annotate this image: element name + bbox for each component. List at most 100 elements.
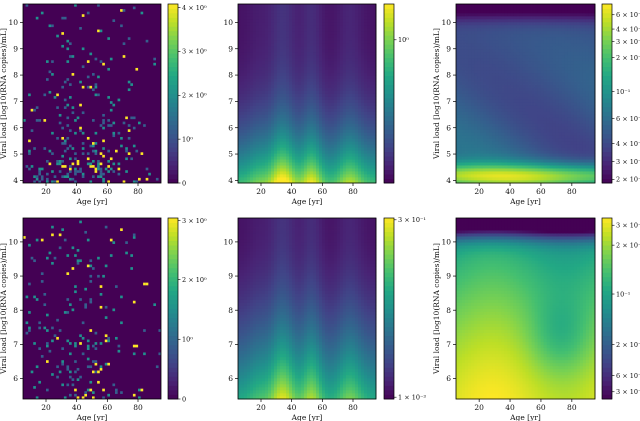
heat-cell xyxy=(355,57,359,62)
heat-cell xyxy=(367,9,371,14)
heat-cell xyxy=(244,132,248,136)
heat-cell xyxy=(465,87,469,91)
heat-cell xyxy=(498,33,502,38)
heat-cell xyxy=(292,180,296,184)
heat-cell xyxy=(477,117,481,121)
heat-cell xyxy=(313,39,317,44)
heat-cell xyxy=(358,72,362,76)
heat-cell xyxy=(537,165,542,169)
heat-cell xyxy=(343,57,347,62)
heat-cell xyxy=(319,30,323,35)
heat-cell xyxy=(361,18,365,23)
heat-cell xyxy=(307,126,311,130)
heat-cell xyxy=(534,153,538,157)
heat-cell xyxy=(346,21,350,26)
heat-cell xyxy=(331,102,335,106)
heat-cell xyxy=(531,162,535,166)
heat-cell xyxy=(462,39,466,44)
heat-cell xyxy=(456,93,460,97)
heat-cell xyxy=(322,165,326,169)
heat-cell xyxy=(301,168,305,172)
heat-cell xyxy=(543,33,548,38)
heat-cell xyxy=(325,18,329,23)
heat-cell xyxy=(507,69,511,74)
heat-cell xyxy=(534,87,538,91)
density-cell xyxy=(107,165,110,168)
heat-cell xyxy=(528,81,532,85)
heat-cell xyxy=(262,36,266,41)
heat-cell xyxy=(370,66,374,71)
heat-cell xyxy=(519,90,523,94)
heat-cell xyxy=(513,21,517,26)
heat-cell xyxy=(528,114,532,118)
heat-cell xyxy=(480,57,484,62)
heat-cell xyxy=(534,12,538,17)
heat-cell xyxy=(274,4,278,8)
heat-cell xyxy=(247,135,251,139)
heat-cell xyxy=(361,114,365,118)
heat-cell xyxy=(268,12,272,17)
heat-cell xyxy=(268,30,272,35)
heat-cell xyxy=(468,123,472,127)
heat-cell xyxy=(286,60,290,65)
heat-cell xyxy=(322,69,326,74)
heat-cell xyxy=(328,99,332,103)
heat-cell xyxy=(307,147,311,151)
heat-cell xyxy=(262,6,266,11)
heat-cell xyxy=(307,180,311,184)
density-cell xyxy=(89,52,93,56)
heat-cell xyxy=(304,48,308,53)
heat-cell xyxy=(367,42,371,47)
heat-cell xyxy=(301,84,305,88)
heat-cell xyxy=(459,87,463,91)
heat-cell xyxy=(334,99,338,103)
heat-cell xyxy=(295,93,299,97)
heat-cell xyxy=(349,120,353,124)
heat-cell xyxy=(316,168,320,172)
heat-cell xyxy=(462,105,466,109)
heat-cell xyxy=(286,96,290,100)
heat-cell xyxy=(250,150,254,154)
heat-cell xyxy=(474,138,478,142)
heat-cell xyxy=(492,36,496,41)
x-tick-label: 80 xyxy=(348,187,358,196)
heat-cell xyxy=(361,93,365,97)
density-cell xyxy=(86,152,90,155)
heat-cell xyxy=(241,69,245,74)
heat-cell xyxy=(349,174,353,178)
heat-cell xyxy=(316,9,320,14)
heat-cell xyxy=(534,15,538,20)
heat-cell xyxy=(370,177,374,181)
heat-cell xyxy=(238,159,242,163)
heat-cell xyxy=(355,78,359,82)
heat-cell xyxy=(319,180,323,184)
heat-cell xyxy=(528,93,532,97)
density-cell xyxy=(76,159,80,163)
heat-cell xyxy=(289,51,293,56)
heat-cell xyxy=(319,78,323,82)
heat-cell xyxy=(534,30,538,35)
heat-cell xyxy=(358,135,362,139)
heat-cell xyxy=(349,48,353,53)
heat-cell xyxy=(501,126,505,130)
heat-cell xyxy=(325,75,329,79)
heat-cell xyxy=(370,6,374,11)
colorbar-segment xyxy=(168,39,178,45)
heat-cell xyxy=(507,60,511,65)
heat-cell xyxy=(343,126,347,130)
heat-cell xyxy=(283,156,287,160)
heat-cell xyxy=(492,165,496,169)
density-cell xyxy=(61,175,64,178)
heat-cell xyxy=(465,6,469,11)
heat-cell xyxy=(265,72,269,76)
heat-cell xyxy=(253,30,257,35)
heat-cell xyxy=(250,111,254,115)
heat-cell xyxy=(477,162,481,166)
heat-cell xyxy=(486,18,490,23)
heat-cell xyxy=(256,51,260,56)
heat-cell xyxy=(364,66,368,71)
heat-cell xyxy=(277,9,281,14)
heat-cell xyxy=(471,102,475,106)
heat-cell xyxy=(241,180,245,184)
colorbar-segment xyxy=(168,84,178,90)
